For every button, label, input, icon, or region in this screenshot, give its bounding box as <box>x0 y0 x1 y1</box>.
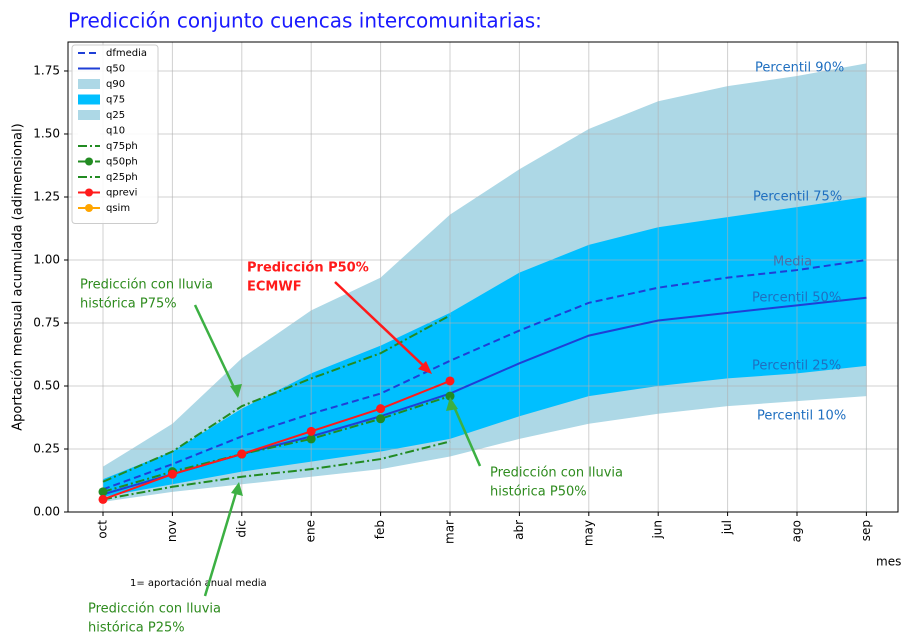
annotation: Percentil 25% <box>752 359 841 374</box>
series-line <box>102 314 451 483</box>
y-tick-label: 1.00 <box>33 252 60 266</box>
legend-swatch <box>78 94 100 105</box>
annotation: Percentil 50% <box>752 291 841 306</box>
annotation: Percentil 75% <box>753 190 842 205</box>
legend-label: q25ph <box>106 172 138 183</box>
chart-title: Predicción conjunto cuencas intercomunit… <box>68 9 542 33</box>
y-tick-label: 1.25 <box>33 189 60 203</box>
legend-swatch <box>78 125 100 136</box>
y-tick-label: 0.75 <box>33 315 60 329</box>
annotation: histórica P25% <box>88 621 185 634</box>
note: 1= aportación anual media <box>130 577 267 589</box>
marker <box>306 426 316 436</box>
annotation: Media <box>773 255 812 270</box>
annotations: Percentil 90% Percentil 75% Media Percentil… <box>80 61 846 634</box>
x-tick-label: mar <box>443 520 457 544</box>
x-tick-label: jun <box>651 520 665 540</box>
marker <box>167 469 177 479</box>
annotation: histórica P50% <box>490 485 587 500</box>
arrow <box>450 401 482 467</box>
plot-area: 0.00 0.25 0.50 0.75 1.00 1.25 1.50 1.75 oct nov di… <box>33 42 898 546</box>
x-tick-label: ago <box>790 520 804 542</box>
band <box>103 396 867 512</box>
x-tick-label: dic <box>234 520 248 538</box>
legend-label: qprevi <box>106 188 137 199</box>
arrow <box>334 281 429 371</box>
legend-marker <box>85 204 93 212</box>
y-tick-label: 1.50 <box>33 126 60 140</box>
x-tick-label: feb <box>373 520 387 539</box>
marker <box>376 414 386 424</box>
arrows <box>193 281 482 597</box>
annotation: Predicción con lluvia <box>88 602 221 617</box>
annotation: Predicción con lluvia <box>80 278 213 293</box>
x-axis-label: mes <box>876 555 901 569</box>
marker <box>237 449 247 459</box>
marker <box>306 434 316 444</box>
y-tick-label: 1.75 <box>33 63 60 77</box>
y-tick-label: 0.25 <box>33 441 60 455</box>
marker <box>98 494 108 504</box>
legend-label: q75 <box>106 95 125 106</box>
series-line <box>102 258 867 491</box>
arrow-head <box>418 361 432 374</box>
marker <box>98 487 108 497</box>
legend-label: q10 <box>106 126 125 137</box>
legend-label: q50ph <box>106 157 138 168</box>
series-line <box>102 380 451 501</box>
annotation: Percentil 10% <box>757 409 846 424</box>
y-tick-label: 0.50 <box>33 378 60 392</box>
legend-swatch <box>78 110 100 120</box>
annotation: ECMWF <box>247 280 302 295</box>
arrow-head <box>446 397 458 411</box>
arrow <box>203 485 240 597</box>
x-tick-label: ene <box>304 520 318 542</box>
legend-label: qsim <box>106 203 130 214</box>
legend-label: q25 <box>106 110 125 121</box>
legend-box <box>71 44 159 224</box>
annotation: Percentil 90% <box>755 61 844 76</box>
annotation: Predicción con lluvia <box>490 466 623 481</box>
arrow-head <box>230 384 242 398</box>
y-tick-label: 0.00 <box>33 505 60 519</box>
legend-label: q90 <box>106 79 125 90</box>
annotation: histórica P75% <box>80 297 177 312</box>
marker <box>445 391 455 401</box>
arrow-head <box>231 482 243 496</box>
series-line <box>102 440 451 501</box>
legend: dfmedia q50 q90 q75 q25 q10 q75ph q50ph q25ph qpr… <box>71 44 159 224</box>
y-axis-label: Aportación mensual acumulada (adimension… <box>11 123 26 430</box>
x-tick-label: abr <box>512 520 526 540</box>
legend-label: q50 <box>106 64 125 75</box>
legend-swatch <box>78 79 100 89</box>
legend-label: q75ph <box>106 141 138 152</box>
x-tick-label: oct <box>96 520 110 539</box>
marker <box>445 376 455 386</box>
x-tick-label: jul <box>720 520 734 535</box>
legend-marker <box>85 188 93 197</box>
marker <box>376 404 386 414</box>
x-tick-label: may <box>581 520 595 546</box>
arrow <box>193 304 240 397</box>
x-tick-label: sep <box>859 520 873 541</box>
legend-marker <box>85 157 93 166</box>
x-tick-label: nov <box>165 520 179 542</box>
annotation: Predicción P50% <box>247 261 369 276</box>
legend-label: dfmedia <box>106 48 147 59</box>
plot-frame <box>67 41 899 513</box>
